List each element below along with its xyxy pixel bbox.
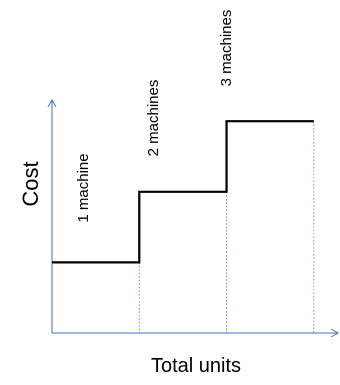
step-label-3: 3 machines bbox=[218, 10, 235, 87]
guide-lines bbox=[138, 121, 315, 333]
x-axis-label: Total units bbox=[151, 355, 241, 377]
step-cost-line bbox=[52, 120, 314, 264]
y-axis-label: Cost bbox=[18, 161, 43, 206]
step-labels: 1 machine 2 machines 3 machines bbox=[75, 10, 235, 223]
x-axis-arrow-icon bbox=[330, 328, 340, 338]
step-label-2: 2 machines bbox=[145, 80, 162, 157]
y-axis-arrow-icon bbox=[47, 98, 57, 108]
axes bbox=[47, 98, 340, 338]
step-label-1: 1 machine bbox=[75, 153, 92, 222]
